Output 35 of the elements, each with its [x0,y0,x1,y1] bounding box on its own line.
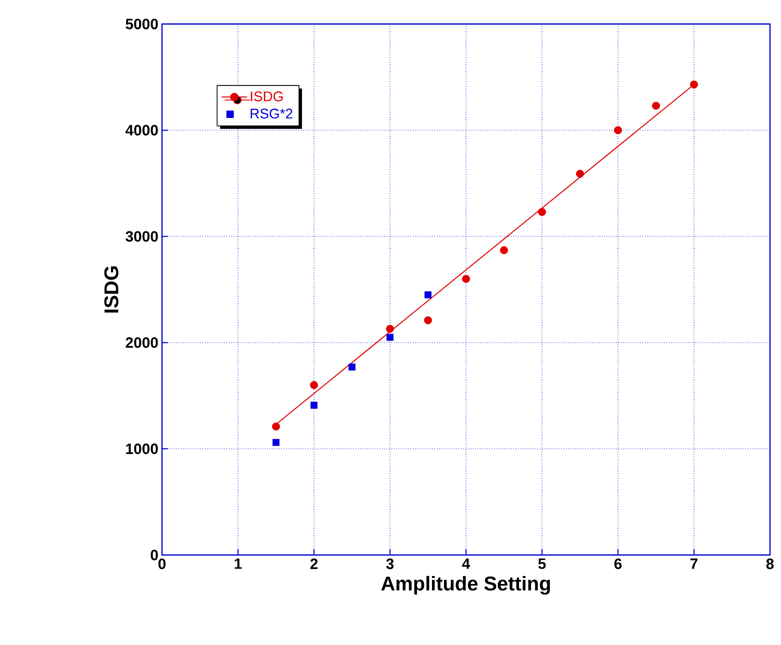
y-tick-label: 2000 [126,337,158,348]
point [310,402,318,409]
y-tick-label: 0 [150,550,158,560]
point [576,170,584,178]
x-tick-label: 0 [158,558,166,570]
point [310,381,318,390]
x-tick-label: 8 [766,558,774,570]
x-tick-label: 2 [310,558,318,569]
point [652,102,660,110]
legend-label: ISDG [250,91,283,102]
point [272,422,280,430]
legend-label: RSG*2 [250,108,292,119]
point [462,274,470,283]
point [272,438,280,446]
x-axis-title: Amplitude Setting [381,576,550,595]
x-tick-label: 4 [462,558,470,569]
point [538,208,546,216]
y-tick-label: 5000 [126,18,158,30]
x-tick-label: 7 [690,558,698,569]
y-axis-title: ISDG [104,266,118,313]
point [614,126,622,134]
point [386,324,394,333]
point [424,291,432,298]
point [500,246,508,254]
point [424,316,432,324]
x-tick-label: 6 [614,558,622,570]
y-tick-label: 3000 [126,231,158,242]
x-tick-label: 5 [538,558,546,569]
y-tick-label: 1000 [126,444,158,454]
point [690,80,698,89]
x-tick-label: 3 [386,558,394,570]
y-tick-label: 4000 [125,124,158,136]
x-tick-label: 1 [234,558,242,569]
point [386,334,394,341]
point [348,364,356,371]
